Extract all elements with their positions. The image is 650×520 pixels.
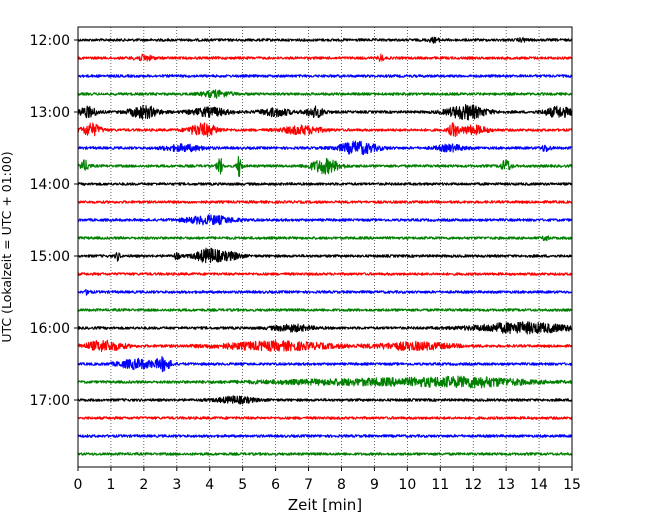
x-tick-label: 10 <box>398 477 416 493</box>
y-axis-ticks: 12:00 13:00 14:00 15:00 16:00 17:00 <box>30 33 78 409</box>
trace-1700 <box>77 395 573 405</box>
trace-1615 <box>77 339 573 353</box>
y-tick-label: 14:00 <box>30 177 70 193</box>
trace-1200 <box>77 36 573 44</box>
trace-1345 <box>77 156 573 178</box>
trace-1630 <box>77 356 573 373</box>
x-tick-label: 8 <box>337 477 346 493</box>
x-tick-label: 15 <box>563 477 581 493</box>
trace-1445 <box>77 235 573 242</box>
x-tick-label: 5 <box>238 477 247 493</box>
x-tick-label: 11 <box>431 477 449 493</box>
trace-1300 <box>77 103 573 121</box>
y-tick-label: 12:00 <box>30 33 70 49</box>
trace-1530 <box>77 288 573 296</box>
y-axis-title: UTC (Lokalzeit = UTC + 01:00) <box>0 151 14 342</box>
y-tick-label: 15:00 <box>30 249 70 265</box>
x-axis-ticks: 0 1 2 3 4 5 6 7 8 9 10 11 12 13 14 15 <box>74 467 581 493</box>
y-tick-label: 13:00 <box>30 105 70 121</box>
trace-1215 <box>77 53 573 62</box>
trace-1245 <box>77 89 573 99</box>
x-tick-label: 3 <box>172 477 181 493</box>
x-tick-label: 7 <box>304 477 313 493</box>
trace-1745 <box>77 452 573 456</box>
trace-1315 <box>77 122 573 138</box>
x-tick-label: 4 <box>205 477 214 493</box>
trace-1545 <box>77 308 573 312</box>
trace-1430 <box>77 214 573 226</box>
x-tick-label: 2 <box>139 477 148 493</box>
trace-1330 <box>77 140 573 156</box>
trace-1600 <box>77 321 573 335</box>
trace-1415 <box>77 200 573 204</box>
x-tick-label: 13 <box>497 477 515 493</box>
trace-1515 <box>77 272 573 276</box>
trace-1230 <box>77 74 573 78</box>
x-tick-label: 12 <box>464 477 482 493</box>
trace-1730 <box>77 434 573 438</box>
trace-1715 <box>77 416 573 420</box>
x-tick-label: 1 <box>106 477 115 493</box>
x-tick-label: 6 <box>271 477 280 493</box>
x-axis-title: Zeit [min] <box>288 496 362 514</box>
seismic-traces <box>77 36 573 456</box>
x-tick-label: 9 <box>370 477 379 493</box>
y-tick-label: 17:00 <box>30 393 70 409</box>
trace-1645 <box>77 375 573 389</box>
x-tick-label: 14 <box>530 477 548 493</box>
trace-1500 <box>77 247 573 264</box>
x-tick-label: 0 <box>74 477 83 493</box>
plot-frame <box>77 26 573 468</box>
plot-background <box>78 27 572 467</box>
trace-1400 <box>77 182 573 186</box>
y-tick-label: 16:00 <box>30 321 70 337</box>
vertical-gridlines <box>110 27 540 467</box>
